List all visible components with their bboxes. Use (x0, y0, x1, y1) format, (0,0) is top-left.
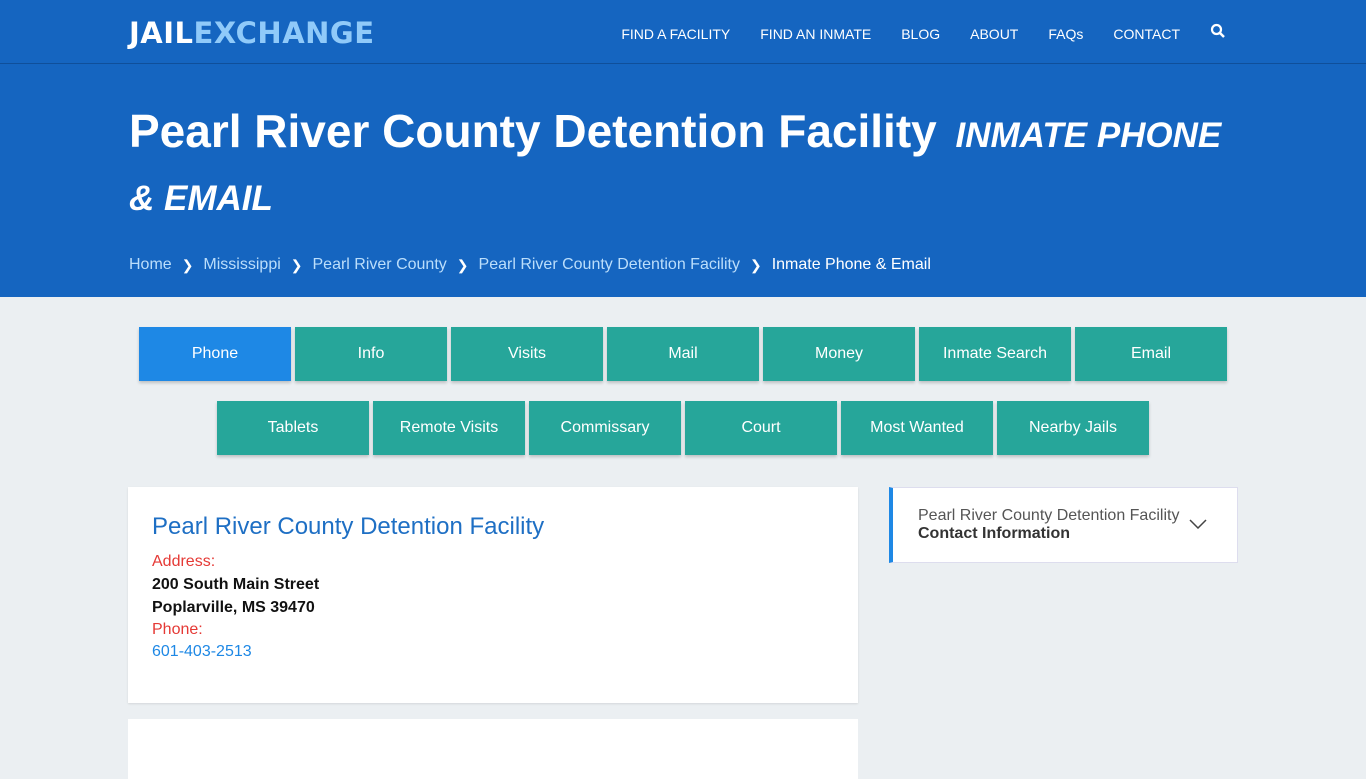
contact-info-accordion[interactable]: Pearl River County Detention Facility Co… (889, 487, 1238, 563)
content-card (128, 719, 858, 779)
chevron-right-icon: ❯ (456, 256, 469, 273)
nav-blog[interactable]: BLOG (901, 25, 941, 42)
phone-link[interactable]: 601-403-2513 (152, 643, 252, 660)
tab-most-wanted[interactable]: Most Wanted (841, 401, 993, 455)
chevron-right-icon: ❯ (290, 256, 303, 273)
address-line1: 200 South Main Street (152, 576, 320, 593)
breadcrumb-home[interactable]: Home (129, 256, 172, 273)
page-title: Pearl River County Detention Facility IN… (129, 105, 1222, 218)
nav-faqs[interactable]: FAQs (1048, 25, 1084, 42)
chevron-right-icon: ❯ (749, 256, 762, 273)
tab-money[interactable]: Money (763, 327, 915, 381)
tab-court[interactable]: Court (685, 401, 837, 455)
tab-commissary[interactable]: Commissary (529, 401, 681, 455)
tab-phone[interactable]: Phone (139, 327, 291, 381)
page-subtitle: INMATE PHONE & EMAIL (129, 116, 1222, 218)
phone-label: Phone: (152, 621, 203, 638)
tab-info[interactable]: Info (295, 327, 447, 381)
chevron-right-icon: ❯ (181, 256, 194, 273)
address-label: Address: (152, 553, 216, 570)
tab-remote-visits[interactable]: Remote Visits (373, 401, 525, 455)
nav-contact[interactable]: CONTACT (1113, 25, 1180, 42)
tab-nearby-jails[interactable]: Nearby Jails (997, 401, 1149, 455)
hero: Pearl River County Detention Facility IN… (0, 64, 1366, 297)
accordion-title: Pearl River County Detention Facility (918, 507, 1180, 524)
chevron-down-icon[interactable] (1189, 516, 1207, 534)
tab-inmate-search[interactable]: Inmate Search (919, 327, 1071, 381)
breadcrumb-facility[interactable]: Pearl River County Detention Facility (478, 256, 740, 273)
tab-mail[interactable]: Mail (607, 327, 759, 381)
facility-name[interactable]: Pearl River County Detention Facility (152, 513, 545, 540)
facility-card: Pearl River County Detention Facility Ad… (128, 487, 858, 703)
nav-about[interactable]: ABOUT (970, 25, 1019, 42)
nav-find-facility[interactable]: FIND A FACILITY (621, 25, 731, 42)
main-menu: FIND A FACILITY FIND AN INMATE BLOG ABOU… (621, 23, 1226, 44)
breadcrumb-county[interactable]: Pearl River County (312, 256, 447, 273)
logo[interactable]: JAILEXCHANGE (129, 16, 375, 50)
facility-tabs: Phone Info Visits Mail Money Inmate Search Ema… (133, 327, 1233, 455)
tab-tablets[interactable]: Tablets (217, 401, 369, 455)
address-line2: Poplarville, MS 39470 (152, 599, 315, 616)
accordion-subtitle: Contact Information (918, 525, 1070, 542)
nav-find-inmate[interactable]: FIND AN INMATE (760, 25, 872, 42)
top-nav: JAILEXCHANGE FIND A FACILITY FIND AN INM… (0, 0, 1366, 64)
breadcrumb-state[interactable]: Mississippi (203, 256, 281, 273)
search-icon[interactable] (1210, 23, 1226, 44)
tab-visits[interactable]: Visits (451, 327, 603, 381)
tab-email[interactable]: Email (1075, 327, 1227, 381)
breadcrumb-current: Inmate Phone & Email (771, 256, 931, 273)
breadcrumb: Home ❯ Mississippi ❯ Pearl River County ❯ P… (129, 256, 1237, 274)
